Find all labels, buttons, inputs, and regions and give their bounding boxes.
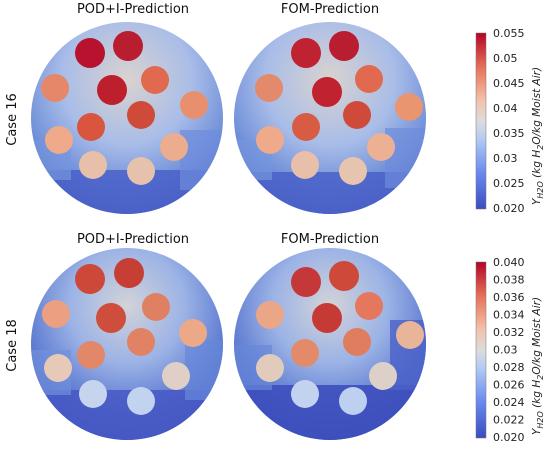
colorbar-bottom-ticks: 0.040 0.038 0.036 0.034 0.032 0.03 0.028…: [493, 256, 525, 444]
cb2-tick-4: 0.032: [493, 326, 525, 339]
cb2-tick-1: 0.038: [493, 274, 525, 287]
domain-top-left: [31, 22, 223, 214]
colorbar-top-label: YH2O (kg H2O/kg Moist Air): [531, 67, 545, 205]
colorbar-bottom-label: YH2O (kg H2O/kg Moist Air): [531, 297, 545, 435]
cb2-tick-5: 0.03: [493, 344, 518, 357]
cb2-tick-0: 0.040: [493, 256, 525, 269]
panel-title-top-left: POD+I-Prediction: [76, 2, 190, 17]
cb2-tick-2: 0.036: [493, 291, 525, 304]
cb2-tick-7: 0.026: [493, 379, 525, 392]
cb2-tick-3: 0.034: [493, 309, 525, 322]
domain-bottom-left: [31, 248, 223, 440]
cb1-tick-7: 0.020: [493, 202, 525, 215]
domain-bottom-right: [234, 248, 426, 440]
cb2-tick-10: 0.020: [493, 431, 525, 444]
cb1-tick-4: 0.035: [493, 127, 525, 140]
cb2-tick-9: 0.022: [493, 414, 525, 427]
cb1-tick-6: 0.025: [493, 177, 525, 190]
panel-title-bottom-left: POD+I-Prediction: [76, 232, 190, 247]
panel-title-bottom-right: FOM-Prediction: [280, 232, 380, 247]
cb1-tick-2: 0.045: [493, 77, 525, 90]
cb2-tick-8: 0.024: [493, 396, 525, 409]
colorbar-bottom: 0.040 0.038 0.036 0.034 0.032 0.03 0.028…: [475, 256, 545, 444]
cb2-tick-6: 0.028: [493, 361, 525, 374]
panel-title-top-right: FOM-Prediction: [280, 2, 380, 17]
cb1-tick-5: 0.03: [493, 152, 518, 165]
cb1-tick-1: 0.05: [493, 52, 518, 65]
cb1-tick-3: 0.04: [493, 102, 518, 115]
colorbar-top-ticks: 0.055 0.05 0.045 0.04 0.035 0.03 0.025 0…: [493, 27, 525, 215]
cb1-tick-0: 0.055: [493, 27, 525, 40]
colorbar-top: 0.055 0.05 0.045 0.04 0.035 0.03 0.025 0…: [475, 27, 545, 215]
domain-top-right: [234, 22, 426, 214]
